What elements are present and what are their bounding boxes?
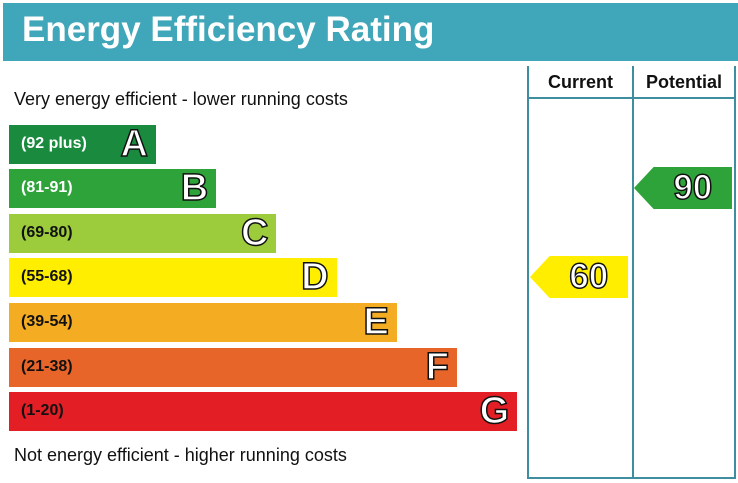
band-letter: E: [363, 300, 390, 344]
column-divider: [734, 66, 736, 479]
band-bar-c: (69-80) C: [9, 211, 277, 255]
band-letter: G: [479, 389, 510, 433]
top-caption: Very energy efficient - lower running co…: [14, 89, 348, 109]
title-banner: [3, 3, 738, 61]
current-rating-arrow: 60: [530, 256, 628, 298]
header-divider: [527, 97, 736, 99]
bottom-border: [527, 477, 736, 479]
chart-title: Energy Efficiency Rating: [22, 10, 435, 49]
potential-rating-arrow: 90: [634, 167, 732, 209]
column-header-potential: Potential: [645, 72, 722, 92]
band-range: (39-54): [21, 313, 73, 330]
band-letter: C: [240, 211, 269, 255]
column-divider: [632, 66, 634, 479]
band-bar-d: (55-68) D: [9, 255, 337, 299]
band-range: (55-68): [21, 268, 73, 285]
band-letter: F: [425, 345, 450, 389]
column-header-current: Current: [547, 72, 613, 92]
band-letter: D: [300, 255, 329, 299]
band-range: (21-38): [21, 358, 73, 375]
band-bar-f: (21-38) F: [9, 345, 457, 389]
band-bar-e: (39-54) E: [9, 300, 397, 344]
band-bar-b: (81-91) B: [9, 166, 217, 210]
current-rating-value: 60: [569, 256, 609, 297]
band-range: (81-91): [21, 179, 73, 196]
band-bar-g: (1-20) G: [9, 389, 518, 433]
band-letter: B: [180, 166, 209, 210]
band-range: (1-20): [21, 402, 64, 419]
column-divider: [527, 66, 529, 479]
band-letter: A: [120, 122, 149, 166]
bottom-caption: Not energy efficient - higher running co…: [14, 445, 347, 465]
potential-rating-value: 90: [673, 167, 713, 208]
band-bar-a: (92 plus) A: [9, 122, 156, 166]
band-range: (92 plus): [21, 135, 87, 152]
band-range: (69-80): [21, 224, 73, 241]
